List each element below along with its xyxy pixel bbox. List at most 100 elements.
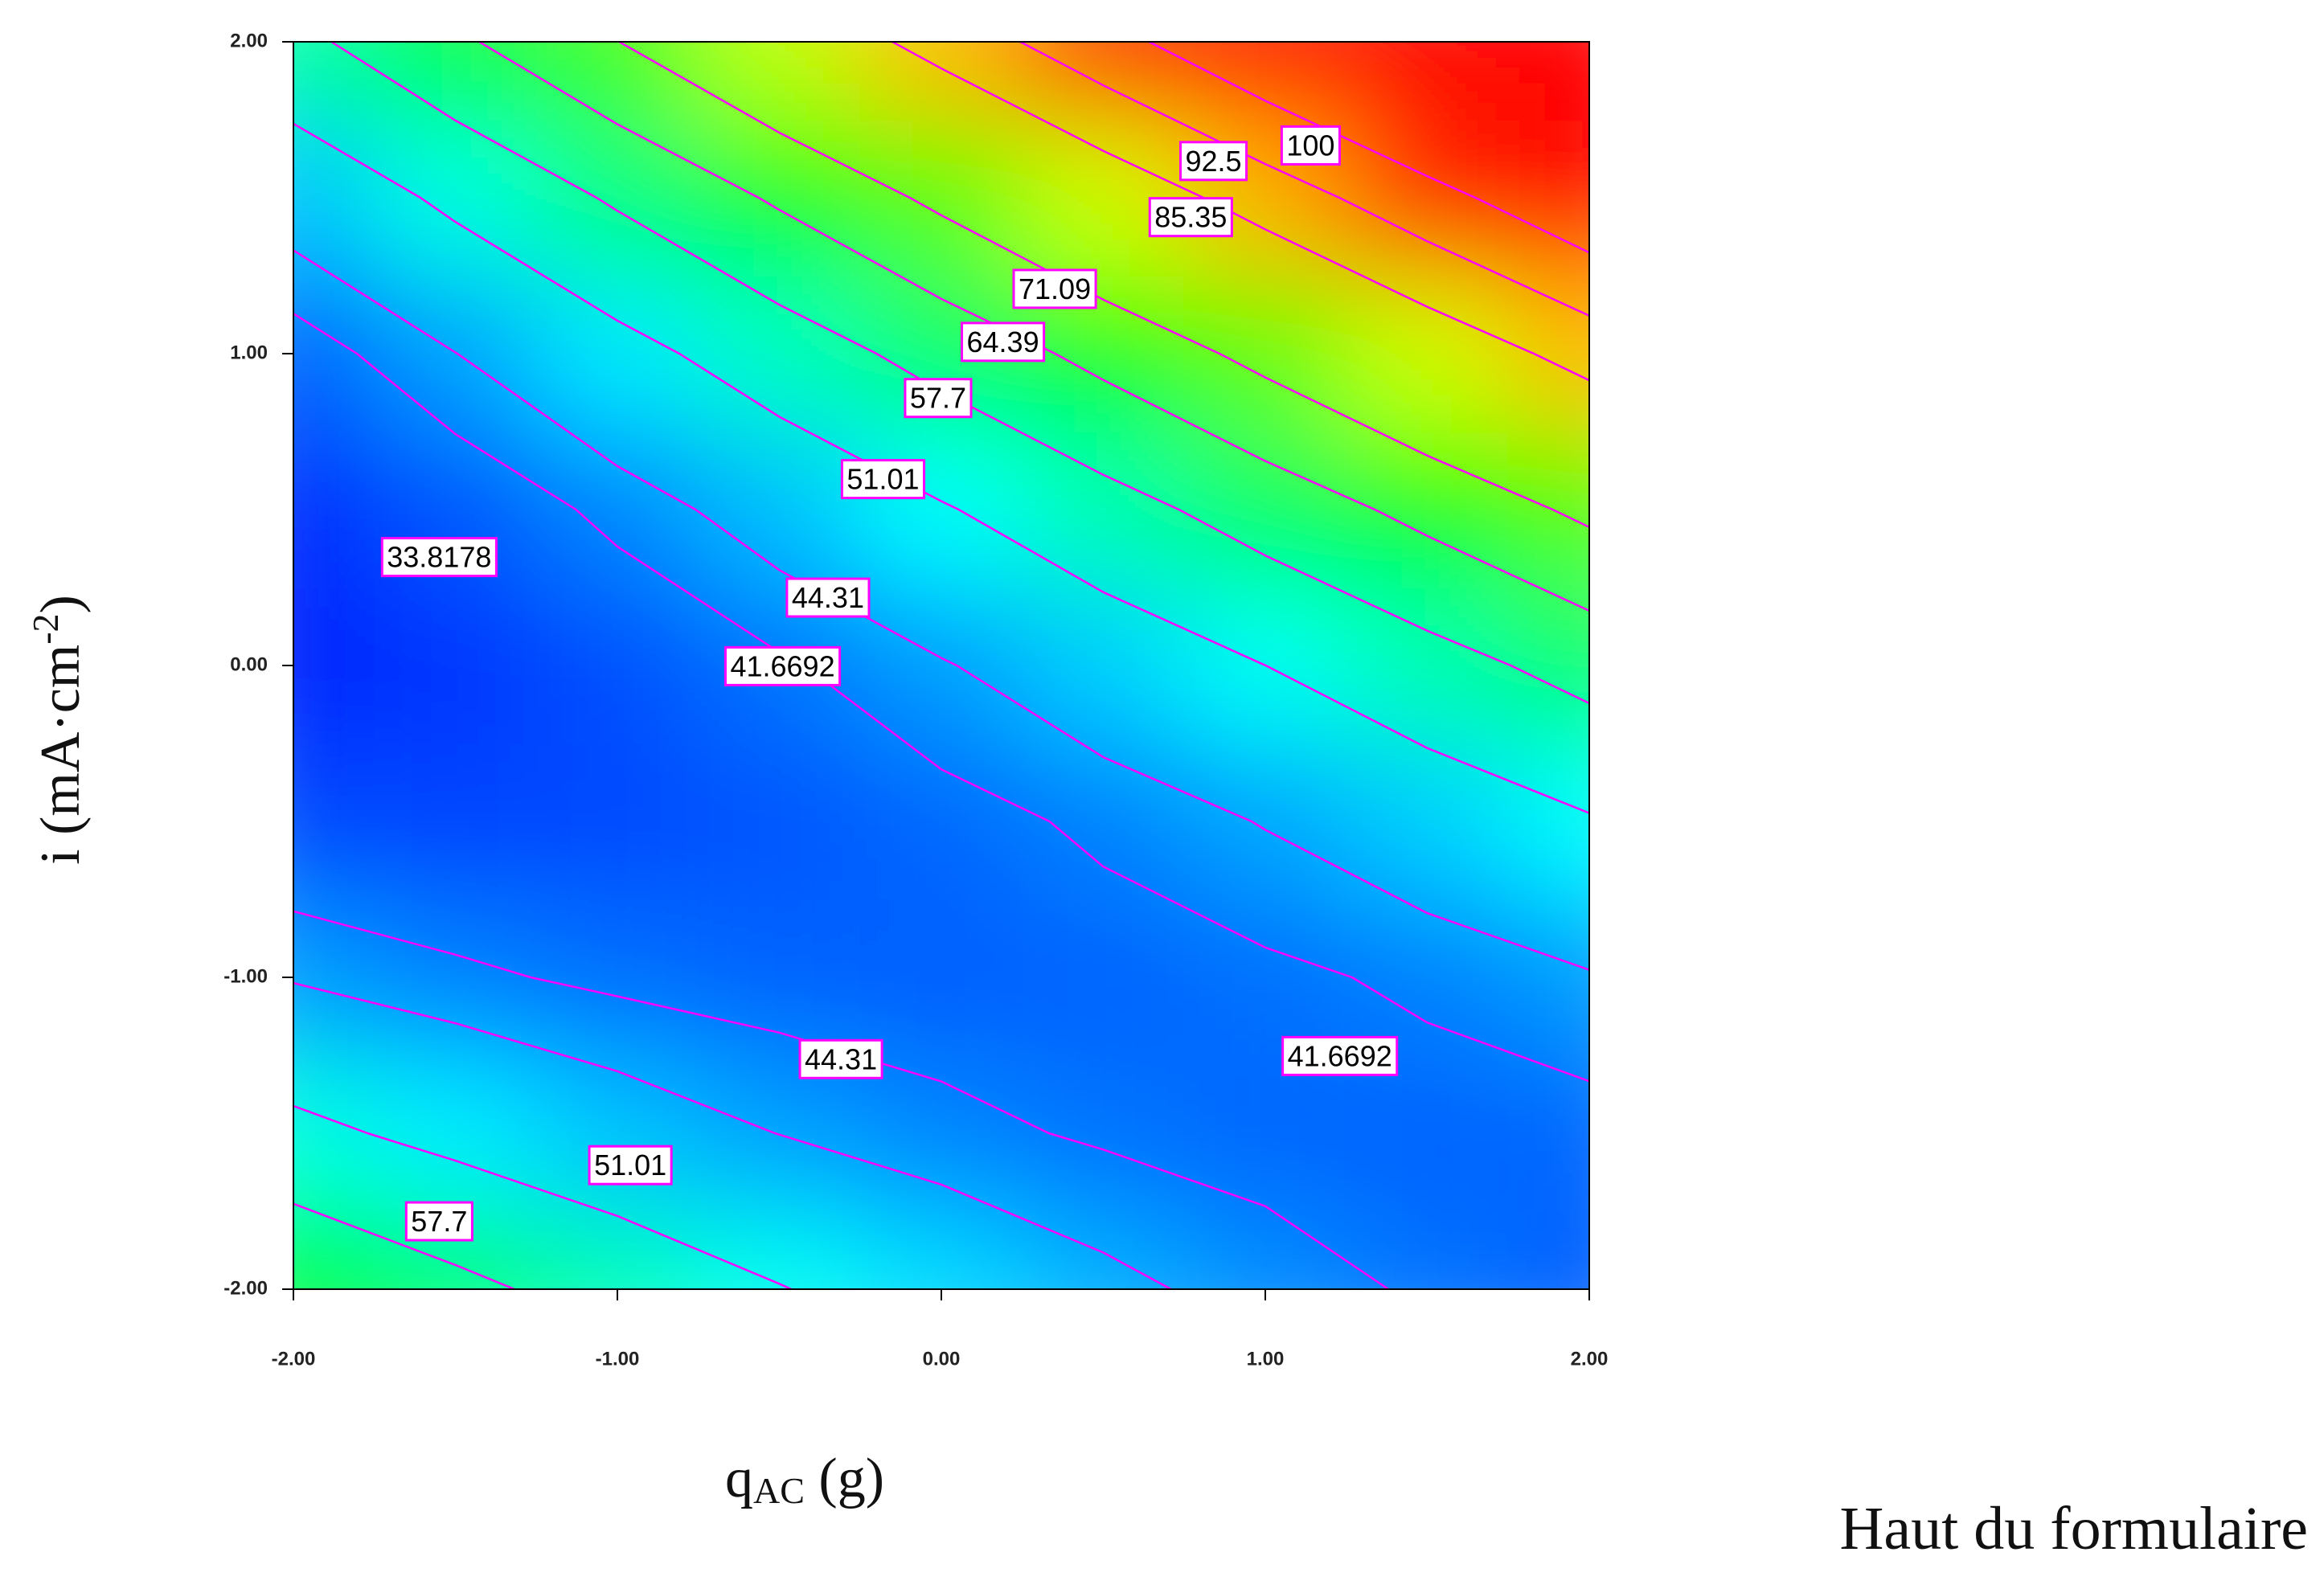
contour-label-text: 85.35	[1154, 201, 1227, 234]
heat-cell	[1507, 119, 1589, 276]
heat-cell	[859, 1210, 1023, 1289]
contour-label-text: 100	[1286, 129, 1334, 162]
heat-cell	[1507, 899, 1589, 1056]
heat-cell	[535, 42, 699, 121]
heat-cell	[373, 275, 538, 432]
heat-cell	[535, 899, 699, 1056]
heat-cell	[1183, 275, 1347, 432]
contour-label-box	[588, 1145, 673, 1186]
contour-label-text: 44.31	[792, 581, 864, 614]
heat-cell	[697, 431, 862, 588]
x-tick-label: -2.00	[272, 1348, 316, 1370]
heat-cell	[1183, 42, 1347, 121]
contour-label-text: 64.39	[967, 326, 1039, 358]
heat-cell	[859, 119, 1023, 276]
contour-line	[891, 42, 1589, 382]
heat-cell	[859, 431, 1023, 588]
contour-label-box	[404, 1201, 473, 1242]
x-label-part: (g)	[805, 1448, 884, 1509]
heat-cell	[697, 42, 862, 121]
heat-cell	[859, 743, 1023, 900]
x-tick-label: 2.00	[1571, 1348, 1609, 1370]
contour-label-text: 51.01	[594, 1149, 666, 1181]
heat-cell	[1345, 431, 1510, 588]
y-tick-label: -1.00	[223, 965, 268, 987]
heat-cell	[1345, 743, 1510, 900]
heat-cell	[1345, 1210, 1510, 1289]
x-tick-label: 1.00	[1247, 1348, 1285, 1370]
contour-line	[1148, 42, 1589, 254]
contour-label-text: 41.6692	[1288, 1039, 1392, 1072]
contour-label-box	[1280, 125, 1341, 166]
contour-label: 44.31	[798, 1038, 883, 1079]
contour-label: 44.31	[785, 577, 871, 618]
heat-cell	[293, 431, 375, 588]
contour-label-box	[798, 1038, 883, 1079]
heat-cell	[535, 743, 699, 900]
heat-cell	[373, 587, 538, 744]
heat-cell	[293, 42, 375, 121]
heat-cell	[1507, 1054, 1589, 1212]
heat-cell	[293, 119, 375, 276]
contour-label: 100	[1280, 125, 1341, 166]
heat-cell	[1345, 899, 1510, 1056]
x-tick-label: 0.00	[923, 1348, 961, 1370]
heat-cell	[535, 587, 699, 744]
heat-cell	[1183, 1054, 1347, 1212]
heat-cell	[697, 1054, 862, 1212]
contour-label-text: 51.01	[846, 463, 919, 496]
contour-label: 33.8178	[380, 537, 498, 578]
contour-line	[293, 249, 1589, 1289]
y-tick-label: -2.00	[223, 1277, 268, 1299]
heat-cell	[293, 587, 375, 744]
heat-cell	[1021, 587, 1186, 744]
contour-line	[1019, 42, 1589, 317]
heat-cell	[1183, 431, 1347, 588]
y-label-sup: -2	[25, 613, 66, 644]
heat-cell	[697, 275, 862, 432]
contour-label-box	[961, 321, 1046, 362]
heat-cell	[293, 275, 375, 432]
heat-cell	[1507, 1210, 1589, 1289]
heat-cell	[859, 42, 1023, 121]
contour-label: 51.01	[840, 459, 926, 500]
heat-cell	[1507, 431, 1589, 588]
heat-cell	[1345, 1054, 1510, 1212]
contour-label-box	[840, 459, 926, 500]
y-label-part: i (mA·cm	[30, 645, 92, 865]
heat-cell	[697, 899, 862, 1056]
contour-line	[293, 313, 1589, 1289]
heat-cell	[373, 743, 538, 900]
contour-label-box	[1012, 268, 1097, 309]
heat-cell	[1507, 275, 1589, 432]
heat-cell	[1507, 743, 1589, 900]
heat-cell	[1507, 587, 1589, 744]
contour-label: 71.09	[1012, 268, 1097, 309]
contour-label-box	[1148, 197, 1233, 238]
heat-cell	[1345, 275, 1510, 432]
heat-cell	[535, 1054, 699, 1212]
heat-cell	[1183, 1210, 1347, 1289]
contour-label-text: 33.8178	[387, 541, 491, 574]
y-tick-label: 0.00	[230, 653, 268, 675]
contour-label-box	[380, 537, 498, 578]
heat-cell	[859, 587, 1023, 744]
contour-label: 57.7	[404, 1201, 473, 1242]
contour-line	[618, 42, 1589, 529]
heat-cell	[535, 119, 699, 276]
heat-cell	[1183, 899, 1347, 1056]
heat-cell	[1021, 431, 1186, 588]
contour-label: 41.6692	[1281, 1035, 1399, 1076]
heat-cell	[1021, 743, 1186, 900]
heat-cell	[535, 275, 699, 432]
contour-label: 57.7	[904, 378, 973, 419]
heat-cell	[1183, 743, 1347, 900]
x-label-part: q	[725, 1448, 753, 1509]
heat-cell	[293, 1210, 375, 1289]
heat-cell	[535, 1210, 699, 1289]
heat-cell	[373, 1054, 538, 1212]
heat-cell	[1021, 42, 1186, 121]
heat-cell	[1021, 1054, 1186, 1212]
contour-label: 64.39	[961, 321, 1046, 362]
